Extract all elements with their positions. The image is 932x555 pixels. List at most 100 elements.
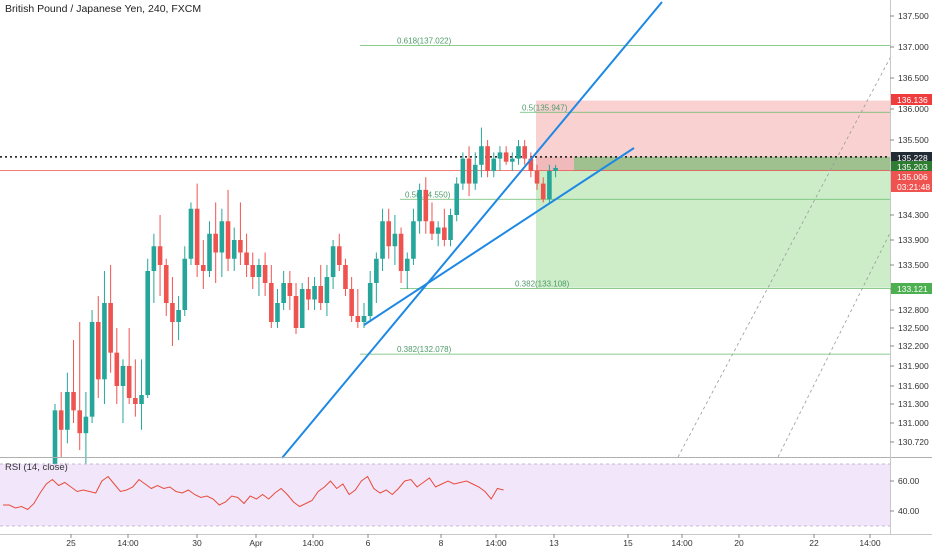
candle-body xyxy=(312,286,317,300)
time-tick-label: 25 xyxy=(66,538,76,548)
candle-body xyxy=(380,221,385,259)
candle-body xyxy=(503,152,509,162)
candle-body xyxy=(324,277,330,303)
time-tick-label: 13 xyxy=(549,538,559,548)
time-tick-label: Apr xyxy=(249,538,262,548)
candle-body xyxy=(361,316,367,322)
fib-label-382-mid: 0.382(133.108) xyxy=(515,280,570,289)
candle-body xyxy=(126,366,132,398)
candle-body xyxy=(516,146,521,159)
rsi-line xyxy=(3,475,504,511)
fib-label-618: 0.618(137.022) xyxy=(397,37,452,46)
price-tick-label: 131.900 xyxy=(898,361,929,371)
price-tick-label: 131.000 xyxy=(898,418,929,428)
candle-body xyxy=(145,271,150,395)
candle-body xyxy=(336,246,342,265)
candle-body xyxy=(151,246,157,271)
time-tick-label: 15 xyxy=(623,538,633,548)
tag-bid: 135.228 xyxy=(891,152,932,163)
candle-body xyxy=(89,322,95,417)
candles-series xyxy=(52,127,558,478)
candle-body xyxy=(133,398,138,404)
price-tick-label: 137.000 xyxy=(898,42,929,52)
candle-body xyxy=(139,395,144,404)
price-tick-label: 132.500 xyxy=(898,323,929,333)
tag-entry: 135.006 xyxy=(891,171,932,182)
candle-body xyxy=(262,265,268,283)
price-tick-label: 132.800 xyxy=(898,305,929,315)
candle-body xyxy=(392,233,398,247)
price-tick-label: 135.500 xyxy=(898,135,929,145)
candle-body xyxy=(275,303,280,322)
candle-body xyxy=(367,283,373,316)
tag-countdown: 03:21:48 xyxy=(891,181,932,192)
candle-body xyxy=(95,322,101,380)
tag-entry-text: 135.006 xyxy=(897,172,928,182)
candle-body xyxy=(318,286,324,303)
candle-body xyxy=(485,146,490,171)
candle-body xyxy=(269,283,274,322)
candle-body xyxy=(374,258,379,283)
time-tick-label: 6 xyxy=(366,538,371,548)
candle-body xyxy=(102,303,107,380)
candle-body xyxy=(553,167,558,171)
candle-body xyxy=(299,289,305,328)
trendline-shallow[interactable] xyxy=(363,147,635,326)
candle-body xyxy=(454,183,459,215)
candle-body xyxy=(330,246,336,277)
rsi-title: RSI (14, close) xyxy=(5,462,68,473)
candle-body xyxy=(472,164,478,184)
candle-body xyxy=(293,296,299,328)
candle-body xyxy=(194,208,200,265)
take-profit-zone[interactable] xyxy=(536,170,890,288)
candle-body xyxy=(423,189,429,222)
candle-body xyxy=(528,158,534,171)
candle-body xyxy=(287,283,293,296)
candle-body xyxy=(435,227,441,234)
price-tick-label: 133.900 xyxy=(898,235,929,245)
candle-body xyxy=(398,233,404,271)
candle-body xyxy=(225,221,231,259)
price-tick-label: 136.500 xyxy=(898,73,929,83)
time-tick-label: 14:00 xyxy=(117,538,139,548)
rsi-band xyxy=(0,464,890,526)
candle-body xyxy=(213,233,218,253)
price-tick-label: 132.200 xyxy=(898,341,929,351)
candle-body xyxy=(466,158,472,184)
candle-body xyxy=(479,146,484,165)
price-tick-label: 134.300 xyxy=(898,210,929,220)
tag-countdown-text: 03:21:48 xyxy=(897,182,930,192)
time-tick-label: 14:00 xyxy=(671,538,693,548)
candle-body xyxy=(170,303,175,322)
candle-body xyxy=(534,171,540,184)
trendline-steep[interactable] xyxy=(281,1,663,459)
tag-bid-text: 135.228 xyxy=(897,153,928,163)
fib-label-382-low: 0.382(132.078) xyxy=(397,345,452,354)
candle-body xyxy=(201,265,206,271)
time-tick-label: 14:00 xyxy=(485,538,507,548)
candle-body xyxy=(429,221,435,234)
candle-body xyxy=(460,158,466,184)
candle-body xyxy=(182,258,188,310)
candle-body xyxy=(491,158,497,171)
time-tick-label: 14:00 xyxy=(859,538,881,548)
candle-body xyxy=(411,221,416,259)
candle-body xyxy=(231,240,237,259)
time-tick-label: 8 xyxy=(439,538,444,548)
rsi-tick-60: 60.00 xyxy=(898,476,920,486)
price-tick-label: 131.600 xyxy=(898,381,929,391)
candle-body xyxy=(71,392,76,411)
time-tick-label: 20 xyxy=(734,538,744,548)
candle-body xyxy=(510,158,515,162)
candle-body xyxy=(442,227,447,240)
price-tick-label: 137.500 xyxy=(898,11,929,21)
price-axis[interactable]: 137.500 137.000 136.500 136.000 135.500 135.0… xyxy=(890,11,929,447)
tag-take-profit-text: 133.121 xyxy=(897,284,928,294)
time-tick-label: 30 xyxy=(192,538,202,548)
time-axis[interactable]: 25 14:00 30 Apr 14:00 6 8 14:00 13 15 14:00 20 22 14:… xyxy=(66,534,881,548)
candle-body xyxy=(83,416,89,434)
price-tick-label: 136.000 xyxy=(898,104,929,114)
candle-body xyxy=(163,265,169,303)
